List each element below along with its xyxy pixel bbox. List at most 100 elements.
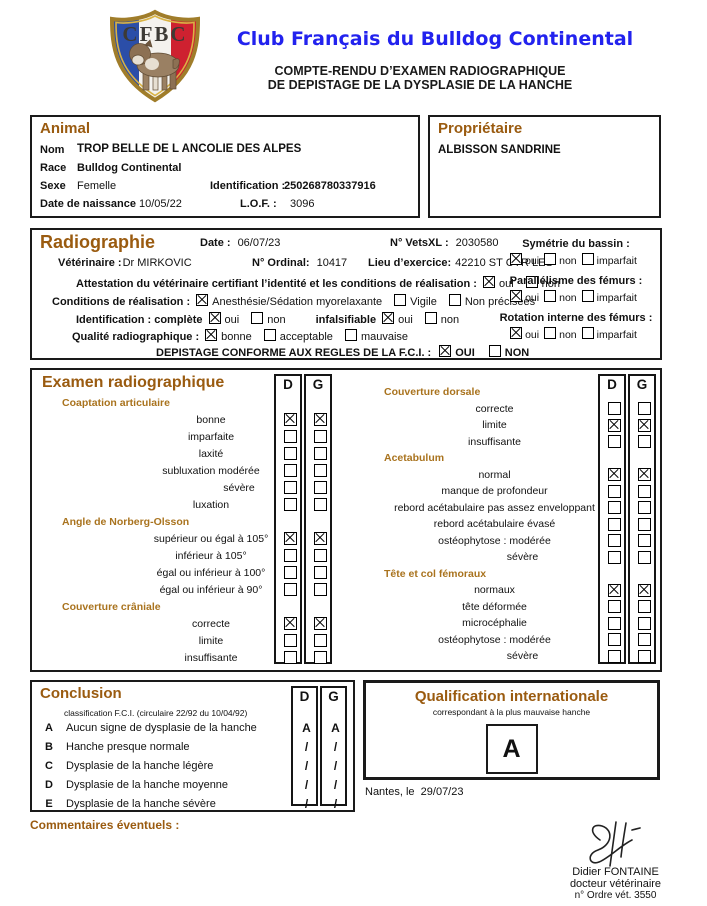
column-header-d: D bbox=[607, 377, 617, 392]
checkbox-acceptable[interactable] bbox=[263, 329, 276, 341]
checkbox-oui[interactable] bbox=[510, 290, 523, 302]
checkbox-non[interactable] bbox=[424, 312, 437, 324]
checkbox-g[interactable] bbox=[313, 464, 327, 477]
checkbox-g[interactable] bbox=[313, 430, 327, 443]
checkbox-g[interactable] bbox=[313, 566, 327, 579]
checkbox-g[interactable] bbox=[313, 413, 327, 426]
row-label: limite bbox=[198, 634, 224, 647]
checkbox-d[interactable] bbox=[607, 550, 621, 564]
checkbox-d[interactable] bbox=[607, 649, 621, 663]
attestation-line: Attestation du vétérinaire certifiant l’… bbox=[76, 276, 572, 290]
checkbox-g[interactable] bbox=[637, 534, 651, 548]
checkbox-g[interactable] bbox=[637, 600, 651, 614]
item-row: inférieur à 105° bbox=[34, 547, 332, 564]
checkbox-oui[interactable] bbox=[208, 312, 221, 324]
checkbox-imparfait[interactable] bbox=[581, 253, 594, 265]
qualification-subtitle: correspondant à la plus mauvaise hanche bbox=[432, 707, 591, 717]
checkbox-d[interactable] bbox=[283, 549, 297, 562]
checkbox-d[interactable] bbox=[283, 634, 297, 647]
checkbox-g[interactable] bbox=[637, 583, 651, 597]
column-header-g: G bbox=[636, 377, 648, 392]
cell-g bbox=[632, 418, 656, 432]
animal-section: Animal Nom TROP BELLE DE L ANCOLIE DES A… bbox=[30, 115, 420, 218]
checkbox-d[interactable] bbox=[283, 498, 297, 511]
proprietaire-nom: ALBISSON SANDRINE bbox=[438, 144, 561, 156]
checkbox-g[interactable] bbox=[313, 634, 327, 647]
checkbox-d[interactable] bbox=[607, 583, 621, 597]
checkbox-oui[interactable] bbox=[439, 345, 452, 357]
column-header-g: G bbox=[328, 689, 339, 704]
checkbox-d[interactable] bbox=[283, 413, 297, 426]
checkbox-d[interactable] bbox=[283, 481, 297, 494]
checkbox-g[interactable] bbox=[637, 633, 651, 647]
checkbox-g[interactable] bbox=[637, 517, 651, 531]
group-heading-row: Angle de Norberg-Olsson bbox=[34, 513, 332, 530]
checkbox-d[interactable] bbox=[607, 517, 621, 531]
checkbox-imparfait[interactable] bbox=[581, 290, 594, 302]
checkbox-g[interactable] bbox=[637, 550, 651, 564]
value-d: / bbox=[304, 777, 309, 792]
checkbox-g[interactable] bbox=[313, 617, 327, 630]
grade-code: C bbox=[45, 759, 53, 772]
checkbox-non[interactable] bbox=[251, 312, 264, 324]
row-label: Dysplasie de la hanche sévère bbox=[66, 797, 216, 810]
checkbox-d[interactable] bbox=[283, 617, 297, 630]
checkbox-g[interactable] bbox=[637, 418, 651, 432]
checkbox-d[interactable] bbox=[607, 418, 621, 432]
checkbox-d[interactable] bbox=[607, 402, 621, 416]
checkbox-d[interactable] bbox=[607, 484, 621, 498]
checkbox-d[interactable] bbox=[607, 468, 621, 482]
checkbox-d[interactable] bbox=[607, 435, 621, 449]
qualite-label: Qualité radiographique : bbox=[72, 331, 200, 343]
checkbox-g[interactable] bbox=[637, 468, 651, 482]
checkbox-non[interactable] bbox=[488, 345, 501, 357]
checkbox-g[interactable] bbox=[313, 532, 327, 545]
checkbox-imparfait[interactable] bbox=[581, 327, 594, 339]
checkbox-g[interactable] bbox=[637, 435, 651, 449]
checkbox-non[interactable] bbox=[544, 290, 557, 302]
checkbox-bonne[interactable] bbox=[205, 329, 218, 341]
checkbox-non[interactable] bbox=[525, 276, 538, 288]
checkbox-g[interactable] bbox=[313, 447, 327, 460]
checkbox-g[interactable] bbox=[637, 649, 651, 663]
checkbox-d[interactable] bbox=[607, 616, 621, 630]
checkbox-d[interactable] bbox=[607, 600, 621, 614]
checkbox-d[interactable] bbox=[283, 447, 297, 460]
checkbox-g[interactable] bbox=[637, 501, 651, 515]
checkbox-oui[interactable] bbox=[482, 276, 495, 288]
checkbox-label: imparfait bbox=[596, 255, 637, 267]
checkbox-g[interactable] bbox=[313, 549, 327, 562]
checkbox-g[interactable] bbox=[313, 583, 327, 596]
attestation-options: oui non bbox=[482, 276, 572, 290]
checkbox-anesth-sie-s-dation-myorelaxante[interactable] bbox=[196, 294, 209, 306]
checkbox-d[interactable] bbox=[283, 566, 297, 579]
checkbox-d[interactable] bbox=[283, 583, 297, 596]
checkbox-vigile[interactable] bbox=[394, 294, 407, 306]
checkbox-non-pr-cis-es[interactable] bbox=[448, 294, 461, 306]
checkbox-oui[interactable] bbox=[510, 253, 523, 265]
row-label: Coaptation articulaire bbox=[62, 396, 170, 409]
infalsifiable-options: oui non bbox=[382, 312, 471, 326]
checkbox-non[interactable] bbox=[544, 327, 557, 339]
checkbox-d[interactable] bbox=[283, 532, 297, 545]
checkbox-g[interactable] bbox=[313, 481, 327, 494]
checkbox-g[interactable] bbox=[313, 651, 327, 664]
checkbox-g[interactable] bbox=[313, 498, 327, 511]
attestation-label: Attestation du vétérinaire certifiant l’… bbox=[76, 278, 477, 290]
value-g: / bbox=[333, 739, 338, 754]
checkbox-d[interactable] bbox=[607, 633, 621, 647]
checkbox-d[interactable] bbox=[283, 464, 297, 477]
checkbox-mauvaise[interactable] bbox=[344, 329, 357, 341]
checkbox-d[interactable] bbox=[283, 651, 297, 664]
checkbox-oui[interactable] bbox=[382, 312, 395, 324]
examen-title: Examen radiographique bbox=[42, 374, 225, 391]
checkbox-g[interactable] bbox=[637, 402, 651, 416]
checkbox-d[interactable] bbox=[283, 430, 297, 443]
checkbox-d[interactable] bbox=[607, 501, 621, 515]
checkbox-oui[interactable] bbox=[510, 327, 523, 339]
checkbox-d[interactable] bbox=[607, 534, 621, 548]
checkbox-g[interactable] bbox=[637, 484, 651, 498]
checkbox-g[interactable] bbox=[637, 616, 651, 630]
checkbox-non[interactable] bbox=[544, 253, 557, 265]
rotation-options: oui non imparfait bbox=[496, 325, 656, 343]
